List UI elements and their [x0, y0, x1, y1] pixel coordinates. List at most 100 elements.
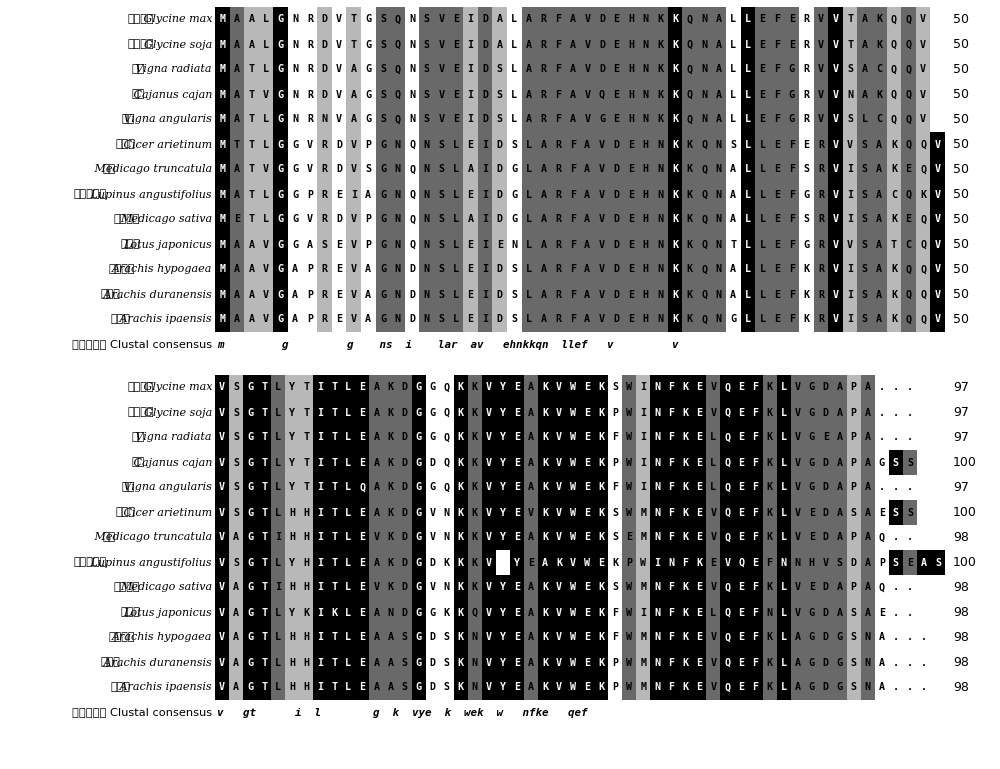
Bar: [653, 107, 668, 132]
Text: R: R: [555, 189, 561, 199]
Text: V: V: [336, 15, 342, 25]
Text: L: L: [781, 508, 787, 518]
Bar: [390, 57, 405, 82]
Bar: [412, 375, 426, 400]
Bar: [636, 500, 650, 525]
Bar: [580, 232, 595, 257]
Bar: [678, 600, 692, 625]
Bar: [901, 307, 916, 332]
Bar: [215, 525, 229, 550]
Text: K: K: [542, 582, 548, 592]
Text: S: S: [862, 139, 868, 149]
Bar: [552, 550, 566, 575]
Text: V: V: [935, 315, 941, 325]
Text: W: W: [626, 458, 632, 468]
Text: L: L: [275, 408, 281, 418]
Text: K: K: [387, 432, 393, 442]
Bar: [482, 475, 496, 500]
Bar: [398, 575, 412, 600]
Text: N: N: [654, 683, 660, 693]
Text: R: R: [540, 15, 546, 25]
Text: A: A: [248, 315, 254, 325]
Text: G: G: [380, 315, 386, 325]
Text: P: P: [851, 582, 857, 592]
Bar: [819, 600, 833, 625]
Bar: [565, 7, 580, 32]
Bar: [317, 257, 332, 282]
Bar: [843, 282, 857, 307]
Text: K: K: [672, 315, 678, 325]
Text: S: S: [893, 558, 899, 568]
Text: I: I: [654, 558, 660, 568]
Bar: [215, 82, 230, 107]
Text: A: A: [540, 215, 546, 225]
Bar: [273, 157, 288, 182]
Bar: [229, 600, 243, 625]
Bar: [449, 282, 463, 307]
Bar: [566, 425, 580, 450]
Text: K: K: [387, 508, 393, 518]
Bar: [861, 500, 875, 525]
Text: A: A: [865, 382, 871, 392]
Bar: [552, 450, 566, 475]
Text: F: F: [789, 165, 795, 175]
Text: G: G: [365, 15, 371, 25]
Text: T: T: [303, 408, 309, 418]
Bar: [653, 182, 668, 207]
Text: I: I: [482, 265, 488, 275]
Text: V: V: [710, 508, 716, 518]
Text: A: A: [865, 608, 871, 618]
Bar: [847, 550, 861, 575]
Bar: [930, 207, 945, 232]
Text: Q: Q: [394, 15, 400, 25]
Text: E: E: [468, 265, 474, 275]
Bar: [257, 425, 271, 450]
Text: v   gt      i  l        g  k  vye  k  wek  w   nfke   qef: v gt i l g k vye k wek w nfke qef: [217, 707, 588, 717]
Text: L: L: [511, 115, 517, 125]
Text: F: F: [555, 15, 561, 25]
Text: K: K: [767, 508, 773, 518]
Bar: [259, 107, 273, 132]
Bar: [468, 450, 482, 475]
Text: L: L: [730, 39, 736, 49]
Bar: [230, 7, 244, 32]
Bar: [257, 450, 271, 475]
Text: N: N: [701, 115, 707, 125]
Text: W: W: [570, 482, 576, 492]
Bar: [595, 307, 609, 332]
Text: F: F: [752, 382, 758, 392]
Text: T: T: [847, 39, 853, 49]
Bar: [814, 132, 828, 157]
Text: D: D: [599, 65, 605, 75]
Text: V: V: [219, 657, 225, 667]
Text: F: F: [752, 432, 758, 442]
Bar: [271, 575, 285, 600]
Text: V: V: [219, 508, 225, 518]
Bar: [551, 207, 565, 232]
Text: V: V: [847, 239, 853, 249]
Text: V: V: [556, 608, 562, 618]
Bar: [496, 650, 510, 675]
Bar: [636, 375, 650, 400]
Text: .: .: [907, 683, 913, 693]
Text: F: F: [752, 683, 758, 693]
Text: N: N: [394, 315, 400, 325]
Bar: [478, 182, 492, 207]
Text: F: F: [682, 558, 688, 568]
Bar: [552, 525, 566, 550]
Bar: [434, 107, 449, 132]
Text: A: A: [876, 315, 882, 325]
Text: H: H: [289, 683, 295, 693]
Text: D: D: [322, 65, 328, 75]
Bar: [230, 282, 244, 307]
Text: N: N: [668, 558, 674, 568]
Text: W: W: [626, 482, 632, 492]
Text: T: T: [261, 482, 267, 492]
Bar: [299, 625, 313, 650]
Text: V: V: [710, 657, 716, 667]
Bar: [536, 32, 551, 57]
Bar: [734, 425, 748, 450]
Text: D: D: [402, 558, 408, 568]
Bar: [299, 575, 313, 600]
Text: A: A: [528, 432, 534, 442]
